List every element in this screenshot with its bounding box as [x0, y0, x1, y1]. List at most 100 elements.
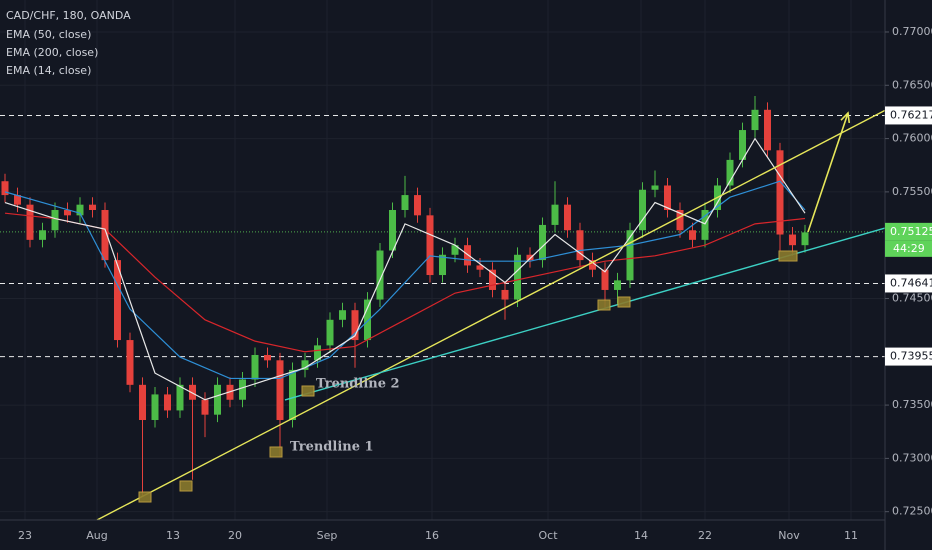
candle-body: [276, 360, 284, 421]
candle-body: [51, 210, 59, 231]
candle-body: [201, 399, 209, 415]
x-tick-label: 23: [18, 529, 32, 542]
x-tick-label: 13: [166, 529, 180, 542]
x-tick-label: Sep: [317, 529, 338, 542]
candle-body: [39, 230, 46, 240]
candle-body: [414, 195, 421, 216]
candle-body: [176, 384, 184, 411]
pivot-marker: [778, 250, 798, 262]
candle-body: [726, 159, 734, 186]
pivot-marker: [301, 385, 315, 397]
price-label: 0.73955: [890, 350, 932, 363]
ema-line: [4, 212, 806, 353]
candle-body: [401, 195, 409, 211]
candle-body: [776, 150, 784, 235]
x-tick-label: 22: [698, 529, 712, 542]
candle-body: [526, 254, 534, 261]
candle-body: [376, 250, 384, 300]
candle-body: [551, 204, 559, 225]
candle-body: [801, 232, 809, 246]
y-tick-label: 0.72500: [892, 505, 932, 518]
price-label: 0.75125: [890, 225, 932, 238]
pivot-markers: [138, 250, 798, 503]
candle-body: [351, 310, 359, 341]
candle-body: [214, 384, 221, 415]
legend-entry: EMA (50, close): [6, 28, 91, 41]
candle-body: [426, 215, 434, 276]
candle-body: [314, 345, 321, 361]
candle-body: [114, 260, 121, 341]
x-tick-label: 20: [228, 529, 242, 542]
candle-body: [676, 210, 684, 231]
candle-body: [64, 210, 71, 216]
candle-body: [639, 189, 646, 231]
candle-body: [164, 394, 171, 411]
candle-body: [264, 354, 271, 361]
price-label-box: [885, 347, 932, 366]
candle-body: [501, 289, 509, 300]
candle-body: [689, 230, 696, 240]
candle-body: [476, 265, 484, 270]
countdown-box: [885, 240, 932, 257]
price-label-box: [885, 222, 932, 241]
candle-body: [189, 384, 196, 400]
candle-body: [439, 254, 446, 276]
candle-body: [751, 109, 759, 131]
countdown: 44:29: [893, 242, 925, 255]
x-tick-label: 14: [634, 529, 648, 542]
trendline-label: Trendline 2: [316, 377, 400, 392]
x-tick-label: Aug: [86, 529, 107, 542]
candle-body: [514, 254, 521, 300]
x-tick-label: 11: [844, 529, 858, 542]
price-label: 0.74641: [890, 276, 932, 289]
candle-body: [151, 394, 159, 421]
candle-body: [614, 280, 621, 290]
x-tick-label: Oct: [538, 529, 558, 542]
candle-body: [664, 185, 671, 211]
candle-body: [101, 210, 109, 261]
price-label-box: [885, 106, 932, 125]
candle-body: [89, 204, 96, 211]
price-label-box: [885, 274, 932, 293]
candle-body: [651, 185, 659, 190]
candle-body: [564, 204, 571, 231]
ema-line: [4, 180, 806, 380]
candle-body: [289, 369, 296, 421]
trendline: [96, 109, 886, 521]
ema-line: [4, 137, 806, 401]
pivot-marker: [597, 299, 611, 311]
pivot-marker: [138, 491, 152, 503]
legend-entry: EMA (14, close): [6, 64, 91, 77]
candle-body: [701, 210, 709, 240]
candle-body: [764, 109, 771, 151]
candle-body: [464, 245, 471, 266]
candle-body: [589, 260, 596, 270]
candle-body: [326, 319, 334, 346]
candle-body: [489, 269, 496, 290]
candle-body: [339, 310, 346, 320]
candle-body: [76, 204, 84, 216]
x-tick-label: 16: [425, 529, 439, 542]
candle-body: [126, 340, 134, 385]
candle-body: [451, 245, 459, 255]
candle-body: [139, 384, 146, 421]
candle-body: [364, 299, 371, 341]
pivot-marker: [617, 296, 631, 308]
candle-body: [389, 210, 396, 251]
candle-body: [626, 230, 634, 281]
trendline-label: Trendline 1: [290, 440, 374, 455]
pivot-marker: [179, 480, 193, 492]
x-tick-label: Nov: [778, 529, 800, 542]
candle-body: [539, 224, 546, 261]
candle-body: [239, 379, 246, 400]
candle-body: [1, 181, 9, 196]
